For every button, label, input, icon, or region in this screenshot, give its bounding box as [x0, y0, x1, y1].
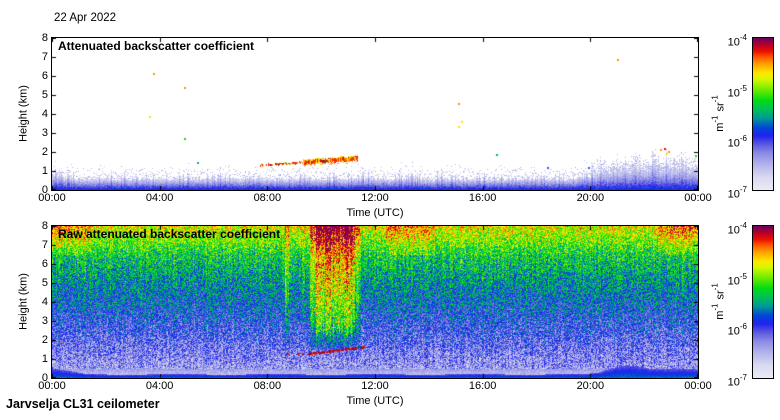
x-tick-label-top: 16:00 — [468, 192, 497, 204]
unit-sr-exp: -1 — [710, 283, 720, 291]
unit-m-exp: -1 — [710, 303, 720, 311]
instrument-label: Jarvselja CL31 ceilometer — [6, 397, 160, 411]
x-tick-label-bottom: 04:00 — [145, 380, 174, 392]
y-tick-label-top: 5 — [41, 89, 48, 101]
time-axis-label-top: Time (UTC) — [346, 207, 404, 219]
raw-backscatter-plot: Raw attenuated backscatter coefficient — [51, 225, 699, 379]
unit-m: m — [714, 122, 727, 132]
date-label: 22 Apr 2022 — [54, 12, 117, 24]
colorbar-tick-label-bottom: 10-4 — [727, 221, 747, 237]
plot-title-raw: Raw attenuated backscatter coefficient — [58, 227, 281, 241]
colorbar-tick-label-bottom: 10-6 — [727, 322, 747, 338]
x-tick-label-bottom: 16:00 — [468, 380, 497, 392]
y-tick-label-bottom: 1 — [41, 353, 48, 365]
y-tick-label-top: 0 — [41, 184, 48, 196]
x-tick-label-bottom: 00:00 — [38, 380, 66, 392]
y-tick-label-bottom: 3 — [41, 315, 48, 327]
raw-backscatter-heatmap — [52, 226, 698, 378]
y-tick-label-bottom: 4 — [41, 296, 48, 308]
unit-m: m — [714, 310, 727, 320]
colorbar-tick-label-bottom: 10-5 — [727, 271, 747, 288]
x-tick-label-bottom: 00:00 — [684, 380, 712, 392]
y-tick-label-bottom: 5 — [41, 277, 48, 289]
y-tick-label-bottom: 8 — [41, 220, 48, 232]
colorbar-tick-label-top: 10-5 — [727, 83, 747, 100]
y-tick-label-top: 3 — [41, 127, 48, 139]
colorbar-tick-label-top: 10-7 — [727, 185, 747, 201]
unit-sr-exp: -1 — [710, 95, 720, 103]
colorbar-bottom — [752, 225, 774, 379]
y-tick-label-top: 6 — [41, 70, 48, 82]
unit-sr: sr — [714, 290, 727, 300]
unit-sr: sr — [714, 102, 727, 112]
colorbar-top-gradient — [753, 38, 773, 190]
x-tick-label-top: 00:00 — [38, 192, 66, 204]
attenuated-backscatter-plot: Attenuated backscatter coefficient — [51, 37, 699, 191]
x-tick-label-top: 08:00 — [253, 192, 282, 204]
y-tick-label-top: 2 — [41, 146, 48, 158]
x-tick-label-top: 12:00 — [361, 192, 389, 204]
colorbar-bottom-gradient — [753, 226, 773, 378]
attenuated-backscatter-heatmap — [52, 38, 698, 190]
x-tick-label-top: 00:00 — [684, 192, 712, 204]
x-tick-label-bottom: 08:00 — [253, 380, 282, 392]
time-axis-label-bottom: Time (UTC) — [346, 395, 404, 407]
x-tick-label-bottom: 12:00 — [361, 380, 389, 392]
y-tick-label-bottom: 0 — [41, 372, 48, 384]
x-tick-label-top: 04:00 — [145, 192, 174, 204]
y-tick-label-top: 7 — [41, 51, 48, 63]
y-tick-label-top: 4 — [41, 108, 48, 120]
y-tick-label-bottom: 6 — [41, 258, 48, 270]
y-tick-label-top: 8 — [41, 32, 48, 44]
x-tick-label-bottom: 20:00 — [576, 380, 605, 392]
y-tick-label-top: 1 — [41, 165, 48, 177]
colorbar-top — [752, 37, 774, 191]
colorbar-tick-label-bottom: 10-7 — [727, 373, 747, 389]
colorbar-tick-label-top: 10-4 — [727, 33, 747, 49]
plot-title-attenuated: Attenuated backscatter coefficient — [58, 39, 255, 53]
y-tick-label-bottom: 7 — [41, 239, 48, 251]
colorbar-tick-label-top: 10-6 — [727, 134, 747, 150]
y-tick-label-bottom: 2 — [41, 334, 48, 346]
unit-m-exp: -1 — [710, 115, 720, 123]
x-tick-label-top: 20:00 — [576, 192, 605, 204]
